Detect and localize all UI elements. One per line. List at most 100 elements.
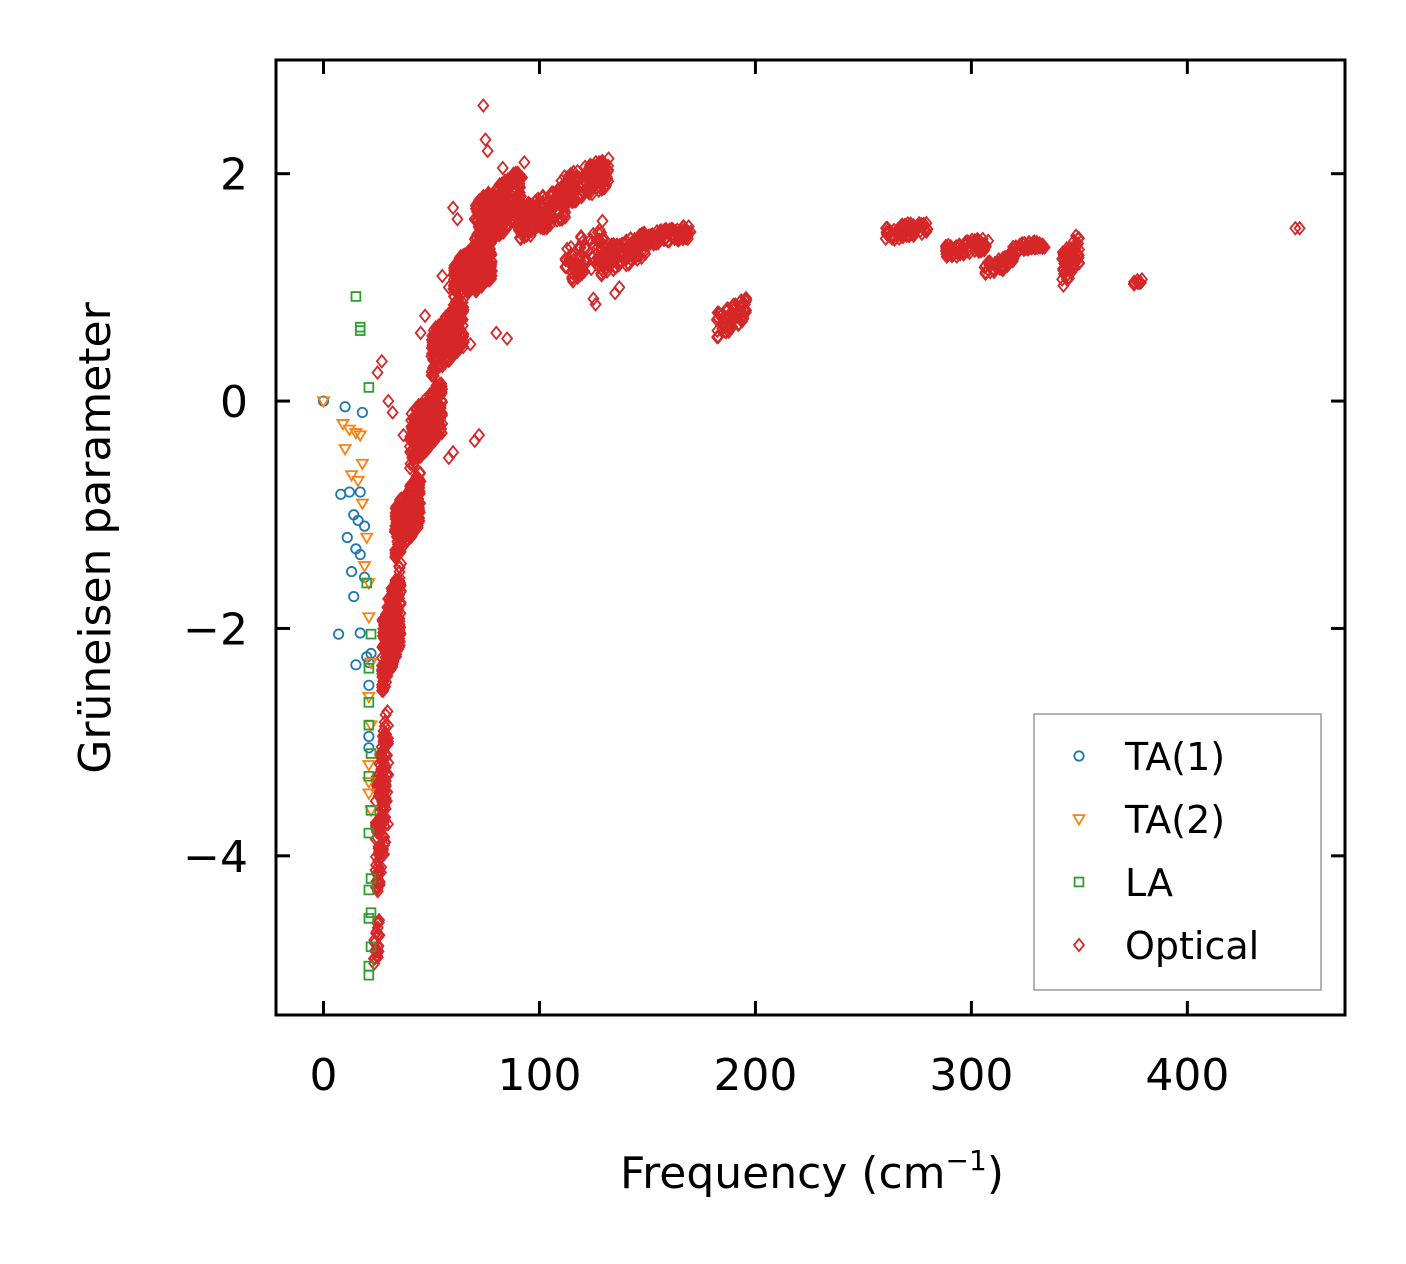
data-point-optical <box>578 263 591 279</box>
data-point-ta-2 <box>338 444 353 457</box>
data-point-optical <box>539 202 552 218</box>
data-point-optical <box>997 259 1010 275</box>
data-point-optical <box>381 736 395 752</box>
data-point-optical <box>514 203 527 219</box>
data-point-ta-1 <box>346 566 358 578</box>
data-point-optical <box>418 308 432 324</box>
data-point-ta-2 <box>361 788 376 801</box>
series-ta-1 <box>317 395 377 754</box>
data-point-optical <box>410 500 423 516</box>
data-point-optical <box>491 180 504 196</box>
data-point-optical <box>378 718 391 734</box>
data-point-optical <box>446 200 460 216</box>
data-point-la <box>365 628 377 640</box>
y-tick-label: −4 <box>183 832 248 883</box>
data-point-optical <box>518 154 531 170</box>
data-point-optical <box>371 949 384 965</box>
data-point-optical <box>613 237 626 253</box>
data-point-optical <box>471 213 485 229</box>
data-point-optical <box>412 471 426 487</box>
data-point-ta-1 <box>354 486 366 498</box>
data-point-optical <box>396 492 409 507</box>
data-point-optical <box>448 306 461 322</box>
data-point-optical <box>882 224 895 240</box>
data-point-optical <box>1061 243 1074 259</box>
data-point-optical <box>389 649 403 665</box>
data-point-optical <box>439 340 452 356</box>
data-point-optical <box>407 457 420 473</box>
data-point-optical <box>433 381 446 397</box>
data-point-optical <box>502 184 515 200</box>
data-point-optical <box>413 440 427 456</box>
data-point-optical <box>479 132 492 148</box>
data-point-la <box>363 770 375 782</box>
data-point-la <box>365 907 377 918</box>
data-point-optical <box>434 357 447 373</box>
data-point-optical <box>730 307 743 322</box>
data-point-optical <box>675 223 688 239</box>
data-point-optical <box>1131 275 1144 291</box>
data-point-optical <box>722 320 735 336</box>
data-point-optical <box>403 439 417 455</box>
data-point-ta-2 <box>355 498 370 511</box>
data-point-optical <box>377 617 391 633</box>
data-point-optical <box>425 367 438 383</box>
data-point-optical <box>393 617 406 632</box>
data-point-optical <box>408 417 421 433</box>
data-point-optical <box>582 177 596 193</box>
data-point-optical <box>377 625 390 641</box>
data-point-optical <box>895 218 908 234</box>
data-point-optical <box>571 270 584 286</box>
legend-marker-ta-1 <box>1073 750 1085 762</box>
data-point-la <box>363 719 375 731</box>
data-point-optical <box>481 143 494 159</box>
data-point-la <box>363 913 375 924</box>
data-point-optical <box>978 242 991 258</box>
data-point-optical <box>459 269 472 285</box>
data-point-optical <box>450 272 463 288</box>
data-point-optical <box>481 189 494 205</box>
data-point-optical <box>447 297 460 313</box>
data-point-optical <box>369 942 382 958</box>
data-point-optical <box>562 254 575 270</box>
data-point-optical <box>1293 220 1306 236</box>
data-point-optical <box>390 499 403 515</box>
data-point-optical <box>654 222 668 238</box>
data-point-optical <box>515 218 528 234</box>
data-point-optical <box>1056 251 1069 267</box>
data-point-optical <box>507 166 520 182</box>
data-point-optical <box>462 262 475 278</box>
data-point-optical <box>405 522 418 538</box>
data-point-ta-2 <box>350 475 366 488</box>
data-point-optical <box>370 924 383 940</box>
data-point-optical <box>433 376 447 392</box>
data-point-optical <box>442 279 455 295</box>
x-tick-label: 300 <box>929 1050 1013 1101</box>
legend-label-optical: Optical <box>1125 924 1259 968</box>
x-tick-label: 0 <box>310 1050 338 1101</box>
data-point-optical <box>677 223 691 239</box>
data-point-optical <box>475 279 488 295</box>
data-point-optical <box>384 646 398 662</box>
data-point-optical <box>496 160 509 176</box>
data-point-optical <box>395 498 408 514</box>
data-point-optical <box>390 576 403 592</box>
data-point-optical <box>1062 270 1076 286</box>
data-point-optical <box>393 519 406 535</box>
data-point-optical <box>613 279 626 295</box>
data-point-optical <box>712 310 725 326</box>
data-point-optical <box>456 305 469 321</box>
data-point-optical <box>584 232 597 248</box>
data-point-optical <box>376 669 389 685</box>
data-point-optical <box>440 316 453 332</box>
data-point-optical <box>482 213 495 229</box>
data-point-optical <box>597 165 610 181</box>
data-point-optical <box>979 258 992 274</box>
data-point-optical <box>496 217 509 233</box>
data-point-optical <box>375 683 389 699</box>
data-point-optical <box>446 444 460 460</box>
legend-label-ta-1: TA(1) <box>1124 735 1225 779</box>
data-point-la <box>363 662 375 674</box>
legend-marker-optical <box>1072 937 1086 953</box>
data-point-optical <box>490 325 503 341</box>
